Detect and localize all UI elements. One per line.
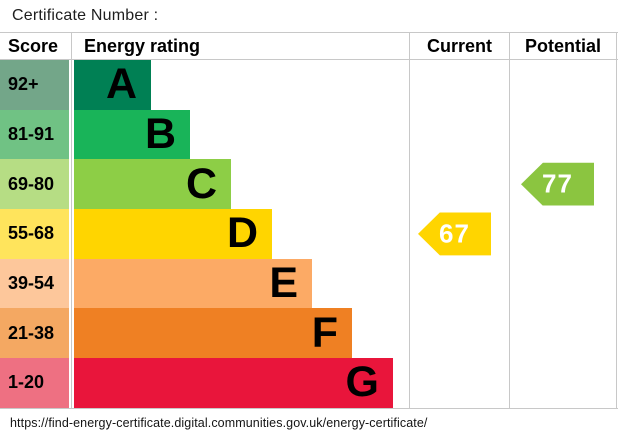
band-row: 1-20 G [0, 358, 618, 408]
potential-cell: 77 [510, 159, 617, 210]
score-range-label: 21-38 [8, 322, 55, 343]
score-range-fill: 39-54 [0, 258, 69, 309]
score-cell: 55-68 [0, 209, 72, 259]
band-row: 21-38 F [0, 308, 618, 359]
rating-bar: F [74, 308, 352, 359]
band-rows: 92+ A 81-91 B [0, 60, 618, 408]
page-title: Certificate Number : [12, 7, 159, 24]
rating-bar-cell: B [72, 109, 410, 160]
score-range-label: 81-91 [8, 124, 55, 145]
rating-letter: F [311, 308, 338, 357]
certificate-url: https://find-energy-certificate.digital.… [10, 416, 428, 430]
band-row: 39-54 E [0, 258, 618, 309]
rating-bar-cell: A [72, 60, 410, 110]
current-cell [410, 60, 510, 110]
rating-letter: A [105, 60, 137, 109]
score-cell: 21-38 [0, 308, 72, 359]
current-cell [410, 159, 510, 210]
potential-cell [510, 358, 617, 408]
rating-bar-cell: D [72, 209, 410, 259]
rating-letter: B [144, 110, 176, 159]
score-range-fill: 92+ [0, 60, 69, 110]
rating-bar-cell: E [72, 258, 410, 309]
score-cell: 39-54 [0, 258, 72, 309]
score-range-label: 39-54 [8, 273, 55, 294]
score-range-fill: 55-68 [0, 209, 69, 259]
potential-cell [510, 60, 617, 110]
potential-cell [510, 308, 617, 359]
score-range-label: 92+ [8, 74, 39, 95]
current-cell [410, 258, 510, 309]
potential-rating-value: 77 [542, 168, 573, 199]
rating-bar: C [74, 159, 231, 210]
band-row: 92+ A [0, 60, 618, 110]
header-energy-rating: Energy rating [72, 33, 410, 59]
potential-cell [510, 209, 617, 259]
epc-rating-table: Score Energy rating Current Potential 92… [0, 32, 618, 409]
rating-letter: E [269, 259, 298, 308]
current-rating-arrow: 67 [418, 212, 491, 256]
rating-bar: E [74, 258, 312, 309]
rating-bar-cell: C [72, 159, 410, 210]
band-row: 81-91 B [0, 109, 618, 160]
rating-bar: A [74, 60, 151, 110]
score-cell: 81-91 [0, 109, 72, 160]
potential-cell [510, 109, 617, 160]
current-cell [410, 308, 510, 359]
score-cell: 69-80 [0, 159, 72, 210]
table-header-row: Score Energy rating Current Potential [0, 33, 618, 60]
band-row: 69-80 C 77 [0, 159, 618, 210]
current-cell: 67 [410, 209, 510, 259]
header-current: Current [410, 33, 510, 59]
current-cell [410, 358, 510, 408]
score-range-fill: 21-38 [0, 308, 69, 359]
rating-bar: D [74, 209, 272, 259]
rating-bar-cell: F [72, 308, 410, 359]
score-range-fill: 81-91 [0, 109, 69, 160]
potential-cell [510, 258, 617, 309]
score-range-label: 69-80 [8, 173, 55, 194]
potential-rating-arrow: 77 [521, 162, 594, 206]
rating-bar: B [74, 109, 190, 160]
score-cell: 92+ [0, 60, 72, 110]
rating-letter: D [226, 209, 258, 258]
score-range-label: 55-68 [8, 223, 55, 244]
rating-bar: G [74, 358, 393, 408]
header-potential: Potential [510, 33, 617, 59]
rating-letter: G [345, 358, 379, 407]
band-row: 55-68 D 67 [0, 209, 618, 259]
score-range-fill: 1-20 [0, 358, 69, 408]
current-cell [410, 109, 510, 160]
current-rating-value: 67 [439, 218, 470, 249]
score-range-label: 1-20 [8, 372, 45, 393]
score-range-fill: 69-80 [0, 159, 69, 210]
header-score: Score [0, 33, 72, 59]
rating-bar-cell: G [72, 358, 410, 408]
score-cell: 1-20 [0, 358, 72, 408]
rating-letter: C [185, 159, 217, 208]
